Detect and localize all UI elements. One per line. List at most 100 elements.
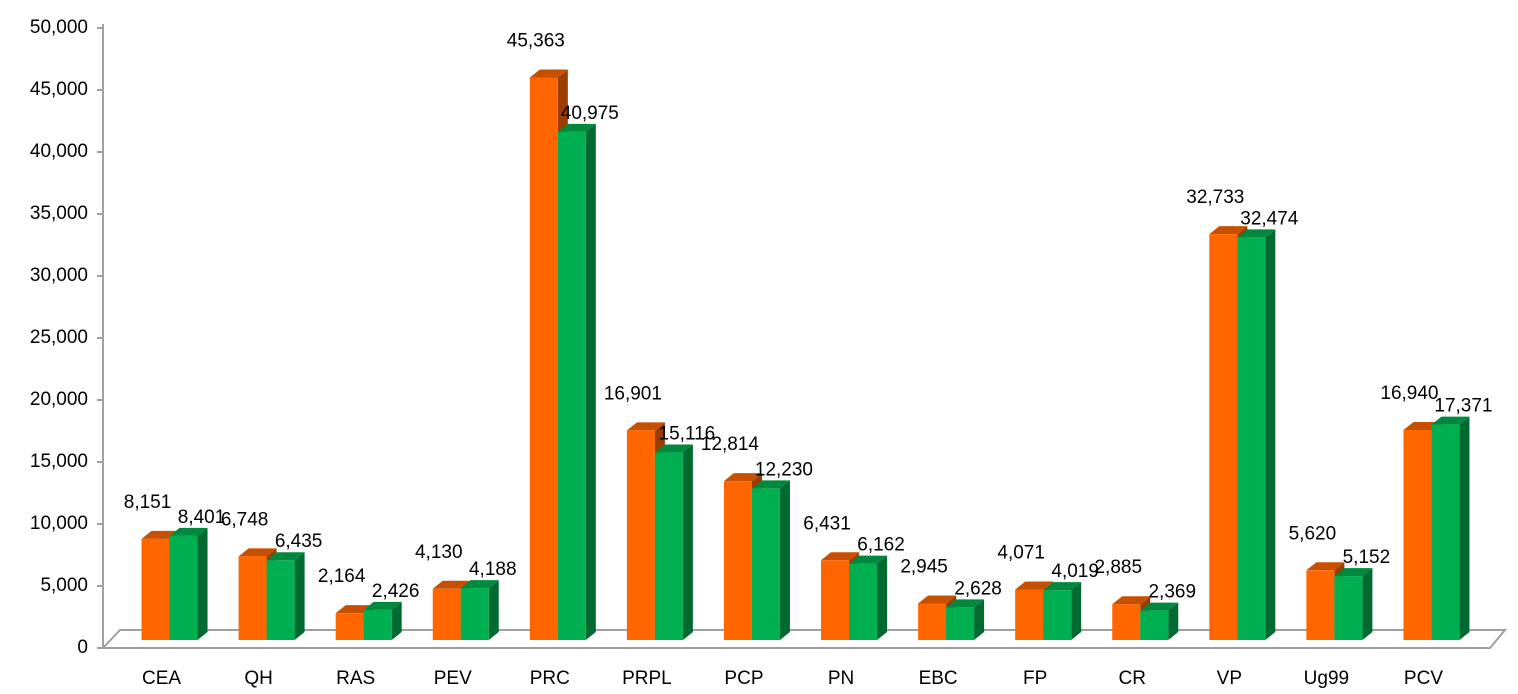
data-label: 16,940 bbox=[1380, 383, 1438, 404]
bar-top bbox=[529, 69, 568, 78]
bar-front bbox=[363, 609, 392, 640]
data-label: 4,130 bbox=[415, 542, 463, 563]
data-label: 4,188 bbox=[469, 559, 517, 580]
bar-side bbox=[779, 480, 790, 640]
bar-top bbox=[557, 123, 596, 132]
bar-front bbox=[1431, 424, 1460, 640]
data-label: 5,152 bbox=[1343, 547, 1391, 568]
bar-front bbox=[626, 430, 655, 640]
floor bbox=[100, 629, 1508, 649]
data-label: 40,975 bbox=[561, 103, 619, 124]
bar bbox=[1431, 416, 1470, 640]
x-tick-label: CR bbox=[1119, 668, 1146, 689]
bar-front bbox=[723, 481, 752, 640]
x-tick-label: VP bbox=[1217, 668, 1242, 689]
bar bbox=[460, 580, 499, 640]
y-tick-label: 10,000 bbox=[30, 513, 88, 534]
x-tick-label: EBC bbox=[919, 668, 958, 689]
data-label: 6,435 bbox=[275, 531, 323, 552]
bar-top bbox=[626, 422, 665, 431]
data-label: 2,369 bbox=[1148, 582, 1196, 603]
bar-top bbox=[723, 473, 762, 482]
data-label: 2,945 bbox=[900, 556, 948, 577]
bar-side bbox=[1265, 229, 1276, 641]
bar-side bbox=[488, 580, 499, 640]
data-label: 45,363 bbox=[507, 31, 565, 52]
bar-side bbox=[1071, 582, 1082, 640]
data-label: 2,885 bbox=[1094, 557, 1142, 578]
bar bbox=[1334, 568, 1373, 640]
x-tick-label: CEA bbox=[142, 668, 181, 689]
bar-side bbox=[391, 601, 402, 640]
bar-front bbox=[432, 588, 461, 640]
bar-top bbox=[238, 548, 277, 557]
bar-side bbox=[877, 555, 888, 640]
bar-front bbox=[1140, 610, 1169, 640]
bar-side bbox=[197, 527, 208, 640]
bar-top bbox=[1140, 602, 1179, 611]
bar-front bbox=[1334, 576, 1363, 640]
x-tick-label: Ug99 bbox=[1304, 668, 1349, 689]
bar-top bbox=[654, 444, 693, 453]
data-label: 2,628 bbox=[954, 578, 1002, 599]
bar bbox=[1043, 582, 1082, 640]
bar-front bbox=[1306, 570, 1335, 640]
x-tick-label: PCP bbox=[724, 668, 763, 689]
bar bbox=[169, 527, 208, 640]
y-tick-label: 50,000 bbox=[30, 17, 88, 38]
data-label: 2,426 bbox=[372, 581, 420, 602]
bar-side bbox=[1362, 568, 1373, 640]
bar-top bbox=[1209, 226, 1248, 235]
bar-top bbox=[169, 527, 208, 536]
bar bbox=[363, 601, 402, 640]
bar bbox=[557, 123, 596, 640]
bar-front bbox=[1043, 590, 1072, 640]
bar-top bbox=[751, 480, 790, 489]
bar-front bbox=[654, 452, 683, 640]
bar-top bbox=[1306, 562, 1345, 571]
y-tick-label: 0 bbox=[77, 637, 88, 658]
bar-side bbox=[585, 123, 596, 640]
bar-front bbox=[169, 535, 198, 640]
y-tick-label: 25,000 bbox=[30, 327, 88, 348]
x-tick-label: PRPL bbox=[622, 668, 672, 689]
bar-side bbox=[294, 552, 305, 640]
bar-front bbox=[238, 556, 267, 640]
bar bbox=[751, 480, 790, 640]
data-label: 32,474 bbox=[1240, 208, 1299, 229]
data-label: 12,814 bbox=[701, 434, 760, 455]
x-tick-label: QH bbox=[244, 668, 273, 689]
data-label: 6,748 bbox=[221, 509, 269, 530]
bar-front bbox=[557, 131, 586, 640]
data-label: 4,019 bbox=[1051, 561, 1099, 582]
bar-top bbox=[363, 601, 402, 610]
data-label: 5,620 bbox=[1289, 523, 1337, 544]
y-tick-label: 35,000 bbox=[30, 203, 88, 224]
bar-top bbox=[1112, 596, 1151, 605]
y-tick-label: 30,000 bbox=[30, 265, 88, 286]
bar-top bbox=[266, 552, 305, 561]
y-tick-label: 15,000 bbox=[30, 451, 88, 472]
bar-front bbox=[1112, 604, 1141, 640]
y-tick-label: 40,000 bbox=[30, 141, 88, 162]
bar-front bbox=[1403, 429, 1432, 640]
bar-front bbox=[1209, 234, 1238, 641]
bar bbox=[946, 599, 985, 640]
data-label: 15,116 bbox=[659, 424, 716, 445]
bar-side bbox=[974, 599, 985, 640]
bar-top bbox=[1237, 229, 1276, 238]
bar-front bbox=[946, 607, 975, 640]
bar-top bbox=[432, 580, 471, 589]
data-label: 8,151 bbox=[124, 492, 172, 513]
bar-side bbox=[1168, 602, 1179, 640]
x-tick-label: PEV bbox=[434, 668, 472, 689]
bar-side bbox=[1459, 416, 1470, 640]
x-tick-label: PN bbox=[828, 668, 854, 689]
bar-top bbox=[1043, 582, 1082, 591]
bar-front bbox=[266, 560, 295, 640]
bar bbox=[266, 552, 305, 640]
bar bbox=[849, 555, 888, 640]
data-label: 12,230 bbox=[755, 459, 813, 480]
bar-front bbox=[821, 560, 850, 640]
bar-front bbox=[918, 603, 947, 640]
